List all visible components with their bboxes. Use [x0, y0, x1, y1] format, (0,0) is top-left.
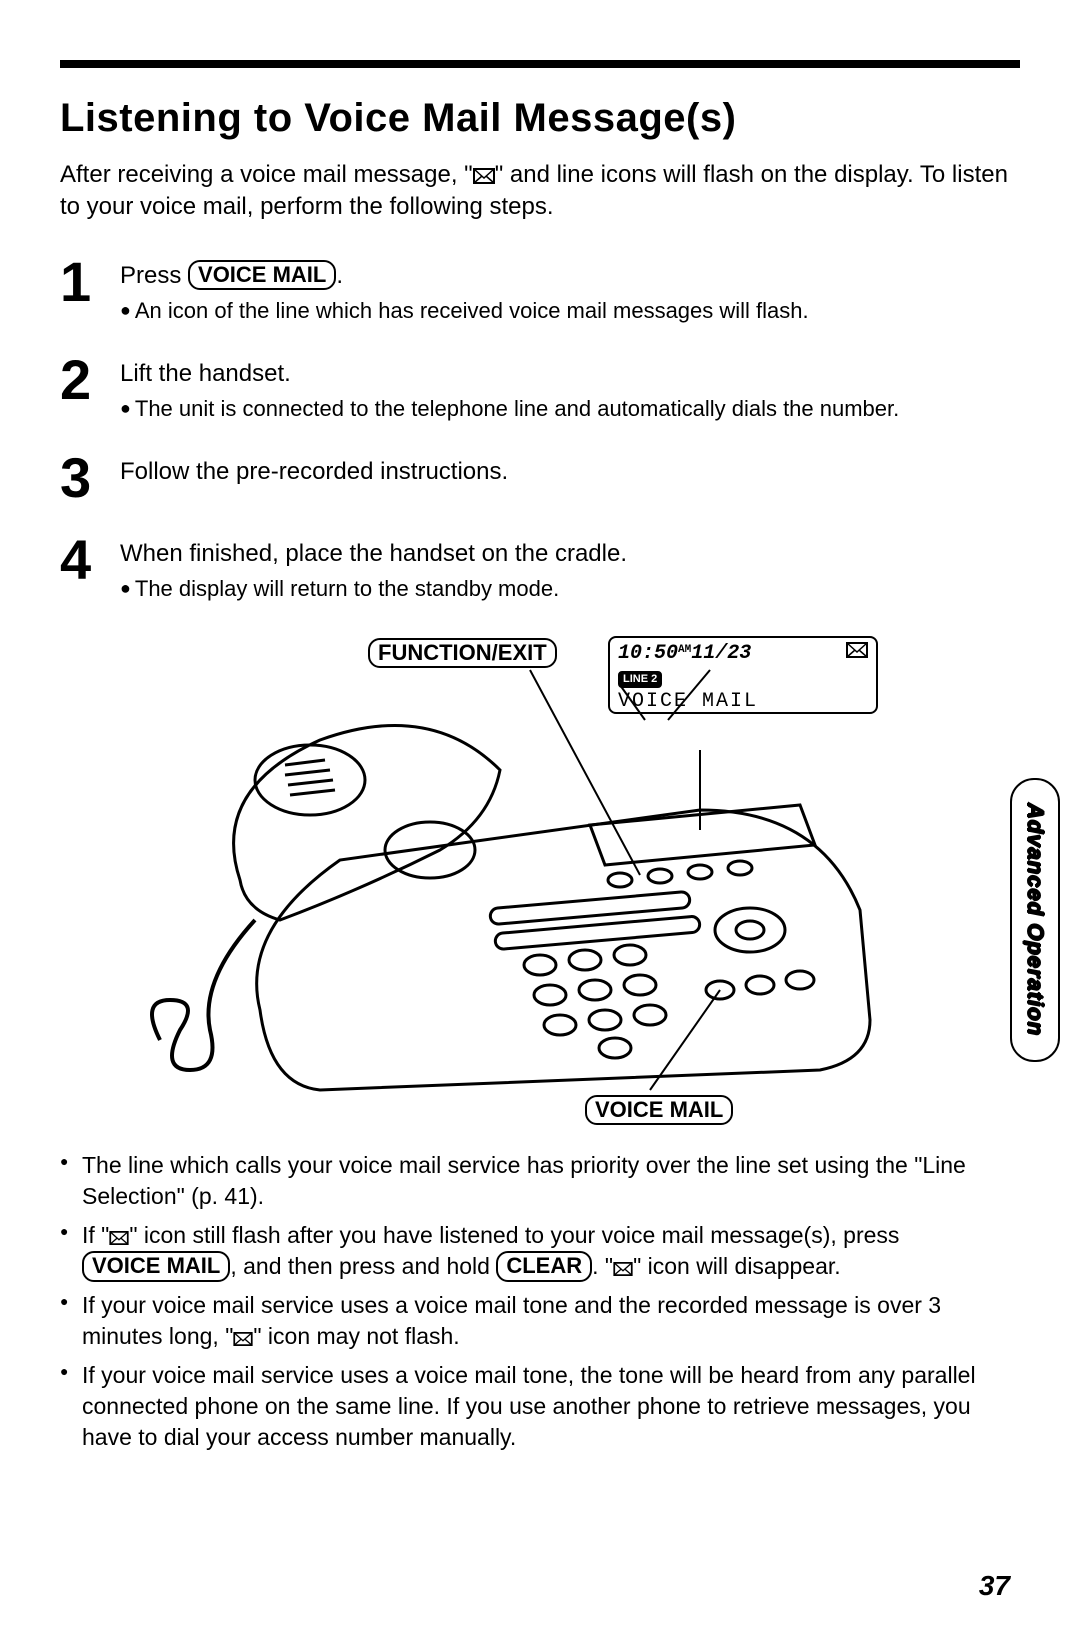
- envelope-icon: [846, 642, 868, 666]
- step-number: 2: [60, 352, 120, 408]
- display-time: 10:50: [618, 642, 678, 665]
- envelope-icon: [473, 168, 495, 184]
- note-text: " icon may not flash.: [253, 1323, 459, 1349]
- step-number: 3: [60, 450, 120, 506]
- step-text: When finished, place the handset on the …: [120, 540, 627, 567]
- page-title: Listening to Voice Mail Message(s): [60, 96, 1020, 141]
- manual-page: Listening to Voice Mail Message(s) After…: [0, 0, 1080, 1642]
- intro-paragraph: After receiving a voice mail message, ""…: [60, 159, 1020, 224]
- step-number: 4: [60, 532, 120, 588]
- note-1: The line which calls your voice mail ser…: [60, 1150, 1020, 1212]
- intro-text-before: After receiving a voice mail message, ": [60, 161, 473, 188]
- line-badge: LINE 2: [618, 671, 662, 688]
- steps-list: 1 Press VOICE MAIL. ●An icon of the line…: [60, 254, 1020, 604]
- step-text: Follow the pre-recorded instructions.: [120, 458, 508, 485]
- step-number: 1: [60, 254, 120, 310]
- step-sub-text: An icon of the line which has received v…: [135, 298, 809, 323]
- note-text: If your voice mail service uses a voice …: [82, 1362, 976, 1450]
- phone-diagram: FUNCTION/EXIT VOICE MAIL 10:50AM11/23 LI…: [60, 630, 1020, 1130]
- step-sub: ●An icon of the line which has received …: [120, 296, 809, 326]
- note-text: If your voice mail service uses a voice …: [82, 1292, 941, 1349]
- step-sub: ●The unit is connected to the telephone …: [120, 394, 899, 424]
- display-text: VOICE MAIL: [618, 690, 868, 714]
- function-exit-callout: FUNCTION/EXIT: [368, 638, 557, 668]
- note-2: If " " icon still flash after you have li…: [60, 1220, 1020, 1282]
- note-3: If your voice mail service uses a voice …: [60, 1290, 1020, 1352]
- voice-mail-button-label: VOICE MAIL: [82, 1251, 230, 1281]
- step-sub-text: The display will return to the standby m…: [135, 576, 559, 601]
- step-sub: ●The display will return to the standby …: [120, 574, 627, 604]
- note-text: " icon still flash after you have listen…: [129, 1222, 899, 1248]
- bullet-icon: ●: [120, 300, 131, 320]
- step-text: Lift the handset.: [120, 360, 291, 387]
- voice-mail-button-label: VOICE MAIL: [188, 260, 336, 290]
- bullet-icon: ●: [120, 398, 131, 418]
- bullet-icon: ●: [120, 578, 131, 598]
- voice-mail-callout: VOICE MAIL: [585, 1095, 733, 1125]
- step-4: 4 When finished, place the handset on th…: [60, 532, 1020, 604]
- envelope-icon: [109, 1231, 129, 1245]
- step-3: 3 Follow the pre-recorded instructions.: [60, 450, 1020, 506]
- step-2: 2 Lift the handset. ●The unit is connect…: [60, 352, 1020, 424]
- note-text: . ": [592, 1253, 613, 1279]
- side-tab-label: Advanced Operation: [1022, 803, 1048, 1036]
- note-text: The line which calls your voice mail ser…: [82, 1152, 966, 1209]
- step-1: 1 Press VOICE MAIL. ●An icon of the line…: [60, 254, 1020, 326]
- page-number: 37: [979, 1570, 1010, 1602]
- step-text-after: .: [336, 262, 343, 289]
- step-body: Follow the pre-recorded instructions.: [120, 450, 508, 488]
- notes-list: The line which calls your voice mail ser…: [60, 1150, 1020, 1453]
- note-4: If your voice mail service uses a voice …: [60, 1360, 1020, 1453]
- side-tab: Advanced Operation: [1010, 778, 1060, 1062]
- step-sub-text: The unit is connected to the telephone l…: [135, 396, 899, 421]
- step-body: Lift the handset. ●The unit is connected…: [120, 352, 899, 424]
- note-text: If ": [82, 1222, 109, 1248]
- envelope-icon: [233, 1332, 253, 1346]
- display-ampm: AM: [678, 644, 691, 656]
- step-body: Press VOICE MAIL. ●An icon of the line w…: [120, 254, 809, 326]
- step-text: Press: [120, 262, 188, 289]
- top-rule: [60, 60, 1020, 68]
- envelope-icon: [613, 1262, 633, 1276]
- step-body: When finished, place the handset on the …: [120, 532, 627, 604]
- note-text: " icon will disappear.: [633, 1253, 841, 1279]
- clear-button-label: CLEAR: [496, 1251, 592, 1281]
- note-text: , and then press and hold: [230, 1253, 496, 1279]
- phone-display: 10:50AM11/23 LINE 2 VOICE MAIL: [608, 636, 878, 714]
- display-date: 11/23: [691, 642, 751, 665]
